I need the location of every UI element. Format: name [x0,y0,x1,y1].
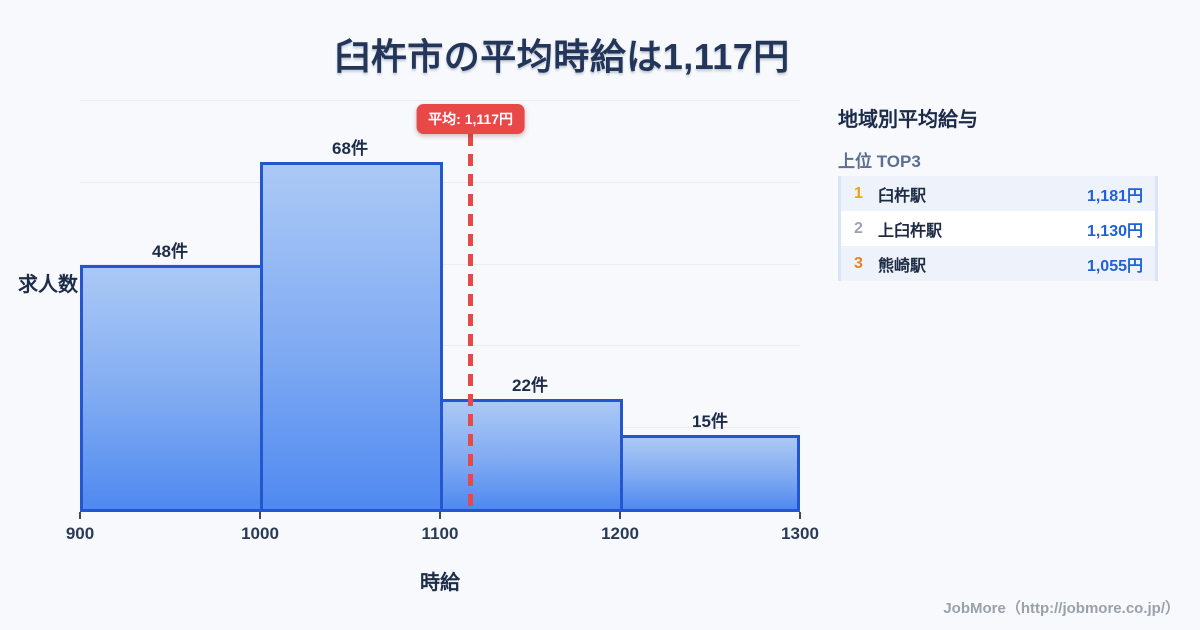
station-wage: 1,130円 [1086,222,1143,240]
station-name: 上臼杵駅 [878,222,943,240]
page-title: 臼杵市の平均時給は1,117円 [334,36,790,77]
x-axis-tick [619,512,621,519]
ranking-list: 1 臼杵駅 1,181円 2 上臼杵駅 1,130円 3 熊崎駅 1,055円 [838,176,1158,281]
rank-number: 1 [854,184,863,202]
histogram-bar [620,435,800,512]
x-tick-label: 1100 [421,524,459,543]
x-tick-label: 1300 [781,524,819,543]
x-tick-label: 900 [65,524,95,543]
rank-number: 3 [854,254,863,272]
x-axis-tick [439,512,441,519]
x-axis-tick [79,512,81,519]
x-axis-label: 時給 [420,572,460,594]
ranking-row: 1 臼杵駅 1,181円 [841,176,1155,211]
x-tick-label: 1000 [241,524,279,543]
x-axis-tick [259,512,261,519]
histogram-bar [80,265,263,512]
station-wage: 1,181円 [1086,187,1143,205]
x-tick-label: 1200 [601,524,639,543]
bar-count-label: 22件 [512,376,548,395]
y-axis-label: 求人数 [18,274,78,296]
footer-credit: JobMore（http://jobmore.co.jp/） [943,600,1180,617]
gridline [80,100,800,101]
ranking-row: 3 熊崎駅 1,055円 [841,246,1155,281]
bar-count-label: 68件 [332,139,368,158]
ranking-row: 2 上臼杵駅 1,130円 [841,211,1155,246]
page-title-wrap: 臼杵市の平均時給は1,117円 [0,28,1124,80]
histogram-bar [260,162,443,512]
rank-number: 2 [854,219,863,237]
bar-count-label: 48件 [152,242,188,261]
average-badge: 平均: 1,117円 [416,104,526,134]
station-wage: 1,055円 [1086,257,1143,275]
bar-count-label: 15件 [692,412,728,431]
average-line [468,134,474,512]
x-axis-tick [799,512,801,519]
sidebar-heading: 地域別平均給与 [838,109,978,131]
station-name: 熊崎駅 [878,257,927,275]
sidebar-subheading: 上位 TOP3 [838,152,921,171]
station-name: 臼杵駅 [878,187,927,205]
